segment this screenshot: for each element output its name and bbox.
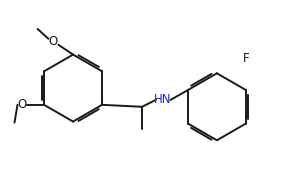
- Text: HN: HN: [154, 93, 171, 106]
- Text: O: O: [49, 35, 58, 48]
- Text: F: F: [243, 52, 250, 65]
- Text: O: O: [18, 98, 27, 111]
